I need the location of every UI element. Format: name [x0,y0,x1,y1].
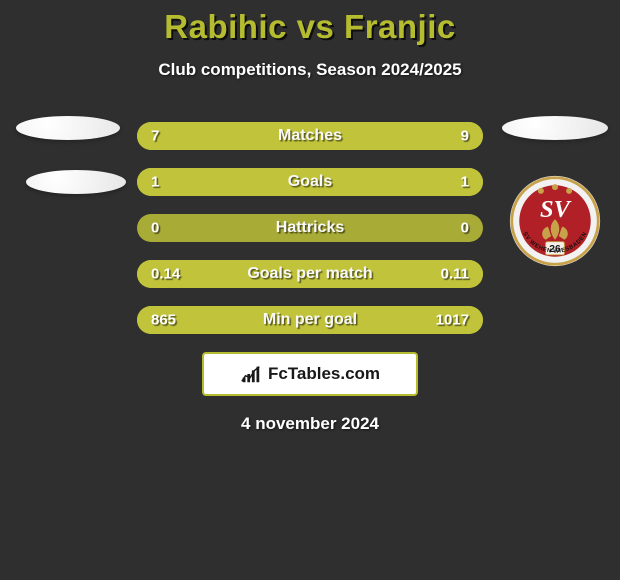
stat-value-left: 0.14 [151,266,180,283]
title-player-b: Franjic [344,8,456,45]
stat-value-right: 0 [461,220,469,237]
club-logo-wehen: SV 26 SV WEHEN WIESBADEN [508,174,602,268]
stat-value-left: 0 [151,220,159,237]
stats-rows: 7 9 Matches 1 1 Goals 0 0 Hattricks 0.14 0.11 Goals… [137,122,483,334]
stat-label: Matches [278,127,342,145]
left-placeholder-ellipse-1 [16,116,120,140]
club-logo-svg: SV 26 SV WEHEN WIESBADEN [508,174,602,268]
title-player-a: Rabihic [164,8,287,45]
stat-value-left: 7 [151,128,159,145]
stat-value-right: 0.11 [441,266,469,283]
stat-fill-right [310,168,483,196]
stat-label: Goals per match [247,265,372,283]
stat-row: 7 9 Matches [137,122,483,150]
comparison-canvas: Rabihic vs Franjic Club competitions, Se… [0,0,620,580]
date-text: 4 november 2024 [0,414,620,434]
stat-row: 0.14 0.11 Goals per match [137,260,483,288]
stat-value-right: 9 [461,128,469,145]
stat-value-right: 1 [461,174,469,191]
bar-chart-icon [240,363,262,385]
subtitle: Club competitions, Season 2024/2025 [0,60,620,80]
footer-card: FcTables.com [202,352,418,396]
footer-brand-text: FcTables.com [268,364,380,384]
stat-row: 1 1 Goals [137,168,483,196]
stat-fill-left [137,168,310,196]
stat-label: Goals [288,173,332,191]
right-placeholder-ellipse [502,116,608,140]
left-placeholder-ellipse-2 [26,170,126,194]
stat-value-left: 1 [151,174,159,191]
stat-value-left: 865 [151,312,176,329]
stat-value-right: 1017 [436,312,469,329]
title-vs: vs [297,8,335,45]
stat-label: Hattricks [276,219,344,237]
stat-row: 0 0 Hattricks [137,214,483,242]
svg-text:SV: SV [540,196,572,223]
content-area: SV 26 SV WEHEN WIESBADEN 7 9 Matches 1 1 Goal… [0,122,620,434]
stat-label: Min per goal [263,311,357,329]
stat-row: 865 1017 Min per goal [137,306,483,334]
page-title: Rabihic vs Franjic [0,0,620,46]
